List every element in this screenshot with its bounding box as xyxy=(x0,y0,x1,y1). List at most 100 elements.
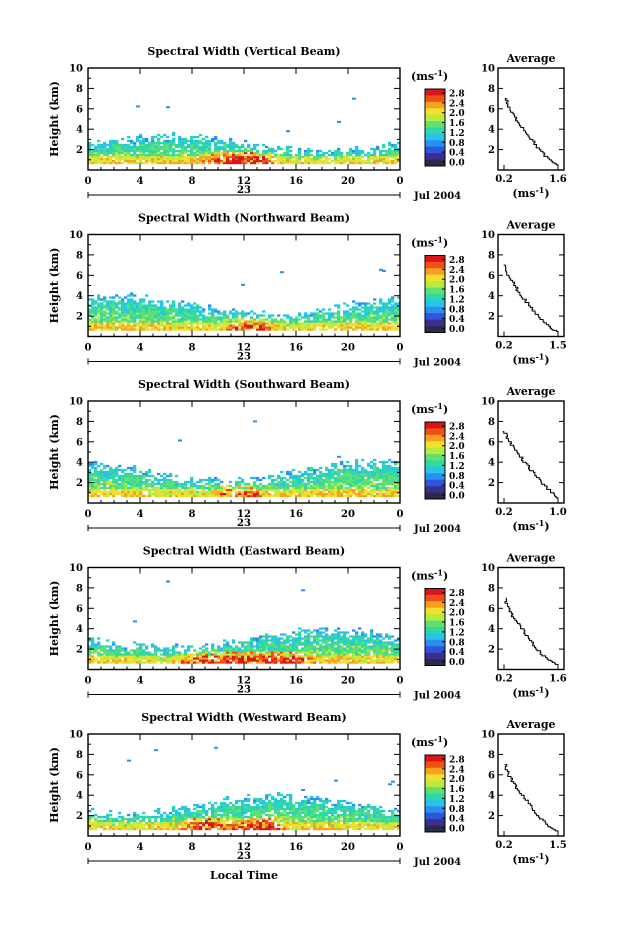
heatmap-cell xyxy=(115,318,119,321)
heatmap-cell xyxy=(289,647,293,650)
day-label: 23 xyxy=(237,185,251,196)
heatmap-cell xyxy=(160,490,164,494)
heatmap-cell xyxy=(106,819,110,823)
heatmap-cell xyxy=(379,651,383,654)
heatmap-cell xyxy=(310,641,314,644)
heatmap-cell xyxy=(250,659,254,662)
heatmap-cell xyxy=(124,304,128,307)
heatmap-cell xyxy=(151,141,155,145)
heatmap-cell xyxy=(127,310,131,313)
heatmap-cell xyxy=(382,643,386,646)
heatmap-cell xyxy=(283,643,287,646)
heatmap-cell xyxy=(157,647,161,650)
heatmap-cell xyxy=(271,322,275,325)
heatmap-cell xyxy=(313,637,317,640)
heatmap-cell xyxy=(202,149,206,153)
heatmap-cell xyxy=(295,320,299,323)
heatmap-cell xyxy=(301,643,305,646)
heatmap-cell xyxy=(145,653,149,656)
heatmap-cell xyxy=(322,631,326,634)
heatmap-cell xyxy=(175,310,179,313)
heatmap-cell xyxy=(295,478,299,482)
heatmap-cell xyxy=(169,153,173,157)
heatmap-cell xyxy=(166,320,170,323)
heatmap-cell xyxy=(100,308,104,311)
heatmap-cell xyxy=(142,322,146,325)
heatmap-cell xyxy=(373,324,377,327)
heatmap-cell xyxy=(166,649,170,652)
heatmap-cell xyxy=(316,316,320,319)
heatmap-cell xyxy=(232,316,236,319)
heatmap-cell xyxy=(118,823,122,827)
heatmap-cell xyxy=(172,480,176,484)
heatmap-cell xyxy=(292,661,296,664)
heatmap-cell xyxy=(343,314,347,317)
heatmap-cell xyxy=(154,312,158,315)
heatmap-cell xyxy=(181,813,185,817)
heatmap-cell xyxy=(124,302,128,305)
heatmap-cell xyxy=(208,143,212,147)
heatmap-cell xyxy=(226,645,230,648)
heatmap-cell xyxy=(280,643,284,646)
heatmap-cell xyxy=(388,149,392,153)
heatmap-cell xyxy=(226,647,230,650)
heatmap-cell xyxy=(154,310,158,313)
heatmap-cell xyxy=(127,661,131,664)
heatmap-cell xyxy=(364,655,368,658)
heatmap-cell xyxy=(253,490,257,494)
heatmap-cell xyxy=(304,482,308,486)
heatmap-cell xyxy=(280,153,284,157)
heatmap-cell xyxy=(364,494,368,498)
heatmap-cell xyxy=(196,655,200,658)
heatmap-cell xyxy=(190,159,194,163)
average-y-tick-label: 6 xyxy=(488,604,495,615)
heatmap-cell xyxy=(394,310,398,313)
heatmap-cell xyxy=(130,480,134,484)
heatmap-cell xyxy=(334,641,338,644)
heatmap-cell xyxy=(298,659,302,662)
heatmap-cell xyxy=(325,486,329,490)
heatmap-cell xyxy=(181,653,185,656)
average-y-tick-label: 8 xyxy=(488,417,495,428)
heatmap-cell xyxy=(130,490,134,494)
heatmap-cell xyxy=(328,649,332,652)
heatmap-cell xyxy=(139,310,143,313)
heatmap-cell xyxy=(166,322,170,325)
colorbar-segment xyxy=(425,601,445,609)
heatmap-cell xyxy=(205,157,209,161)
heatmap-cell xyxy=(232,655,236,658)
heatmap-cell xyxy=(115,149,119,153)
heatmap-cell xyxy=(346,641,350,644)
heatmap-cell xyxy=(97,821,101,825)
heatmap-cell xyxy=(364,468,368,472)
heatmap-cell xyxy=(148,324,152,327)
heatmap-cell xyxy=(262,635,266,638)
heatmap-cell xyxy=(253,645,257,648)
heatmap-cell xyxy=(382,661,386,664)
heatmap-cell xyxy=(199,314,203,317)
heatmap-cell xyxy=(385,302,389,305)
heatmap-cell xyxy=(391,653,395,656)
heatmap-cell xyxy=(355,155,359,159)
heatmap-cell xyxy=(139,470,143,474)
heatmap-cell xyxy=(286,492,290,496)
heatmap-cell xyxy=(391,486,395,490)
heatmap-cell xyxy=(328,643,332,646)
heatmap-cell xyxy=(229,647,233,650)
heatmap-cell xyxy=(112,478,116,482)
y-tick-label: 10 xyxy=(69,230,83,241)
heatmap-cell xyxy=(193,306,197,309)
heatmap-cell xyxy=(190,308,194,311)
heatmap-cell xyxy=(280,486,284,490)
heatmap-cell xyxy=(307,326,311,329)
colorbar-segment xyxy=(425,281,445,288)
heatmap-cell xyxy=(397,296,400,299)
heatmap-cell xyxy=(349,492,353,496)
heatmap-cell xyxy=(376,322,380,325)
heatmap-cell xyxy=(184,314,188,317)
heatmap-cell xyxy=(163,318,167,321)
heatmap-cell xyxy=(88,324,92,327)
heatmap-cell xyxy=(280,655,284,658)
heatmap-cell xyxy=(388,155,392,159)
heatmap-cell xyxy=(322,635,326,638)
